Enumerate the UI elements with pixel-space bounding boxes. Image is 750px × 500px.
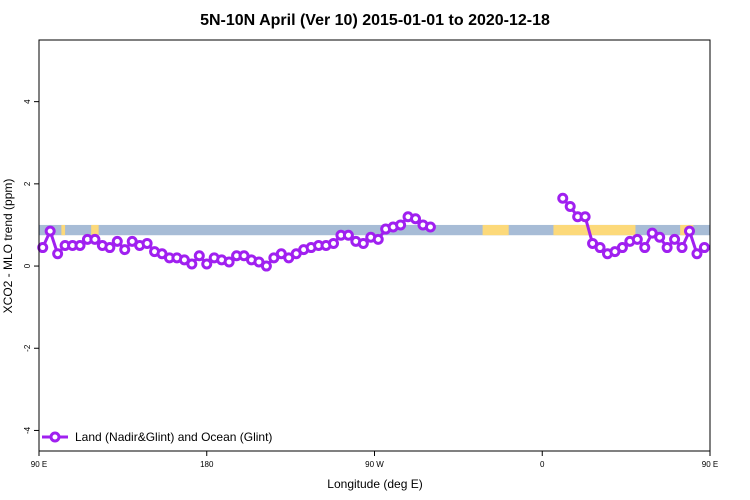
data-point-0-0-39 — [327, 237, 339, 249]
data-point-0-0-50 — [410, 213, 422, 225]
data-point-0-0-7 — [89, 233, 101, 245]
data-point-0-0-20 — [186, 258, 198, 270]
x-tick-label-4: 90 E — [702, 460, 718, 469]
data-point-0-0-11 — [119, 244, 131, 256]
x-tick-label-0: 90 E — [31, 460, 47, 469]
legend-label: Land (Nadir&Glint) and Ocean (Glint) — [75, 430, 272, 444]
data-point-0-1-17 — [683, 225, 695, 237]
land-band-0 — [61, 224, 66, 236]
ocean-band — [39, 224, 710, 236]
data-point-0-1-18 — [691, 248, 703, 260]
land-band-3 — [553, 224, 636, 236]
data-point-0-1-5 — [594, 242, 606, 254]
y-tick-label-0: -4 — [23, 426, 32, 434]
data-point-0-0-45 — [372, 233, 384, 245]
data-point-0-0-14 — [141, 237, 153, 249]
data-point-0-0-22 — [201, 258, 213, 270]
data-point-0-1-19 — [698, 242, 710, 254]
y-tick-label-3: 2 — [23, 181, 32, 186]
data-point-0-0-9 — [104, 242, 116, 254]
x-tick-label-1: 180 — [200, 460, 214, 469]
y-axis: -4 -2 0 2 4 — [23, 99, 39, 434]
chart-title: 5N-10N April (Ver 10) 2015-01-01 to 2020… — [200, 12, 550, 29]
data-point-0-0-1 — [44, 225, 56, 237]
data-point-0-1-14 — [661, 242, 673, 254]
data-point-0-0-41 — [342, 229, 354, 241]
land-band-2 — [482, 224, 509, 236]
data-point-0-0-43 — [357, 237, 369, 249]
data-series — [37, 192, 710, 272]
legend-marker — [49, 431, 61, 443]
y-axis-label: XCO2 - MLO trend (ppm) — [1, 179, 15, 314]
data-point-0-1-0 — [557, 192, 569, 204]
data-point-0-0-30 — [260, 260, 272, 272]
data-point-0-1-10 — [631, 233, 643, 245]
data-point-0-0-0 — [37, 242, 49, 254]
x-axis-label: Longitude (deg E) — [327, 477, 422, 491]
data-point-0-1-8 — [616, 242, 628, 254]
data-point-0-1-1 — [564, 200, 576, 212]
legend: Land (Nadir&Glint) and Ocean (Glint) — [42, 430, 272, 444]
y-tick-label-2: 0 — [23, 263, 32, 268]
data-point-0-1-3 — [579, 211, 591, 223]
data-point-0-0-25 — [223, 256, 235, 268]
y-tick-label-4: 4 — [23, 99, 32, 104]
data-point-0-1-16 — [676, 242, 688, 254]
data-point-0-0-10 — [111, 235, 123, 247]
x-axis: 90 E 180 90 W 0 90 E — [31, 451, 718, 469]
data-point-0-0-2 — [52, 248, 64, 260]
data-point-0-0-48 — [395, 219, 407, 231]
data-point-0-0-52 — [424, 221, 436, 233]
x-tick-label-2: 90 W — [365, 460, 384, 469]
land-band-1 — [91, 224, 99, 236]
data-point-0-0-21 — [193, 250, 205, 262]
data-point-0-1-11 — [639, 242, 651, 254]
data-point-0-1-13 — [654, 231, 666, 243]
y-tick-label-1: -2 — [23, 344, 32, 352]
x-tick-label-3: 0 — [540, 460, 545, 469]
data-point-0-1-15 — [669, 233, 681, 245]
data-point-0-0-5 — [74, 240, 86, 251]
